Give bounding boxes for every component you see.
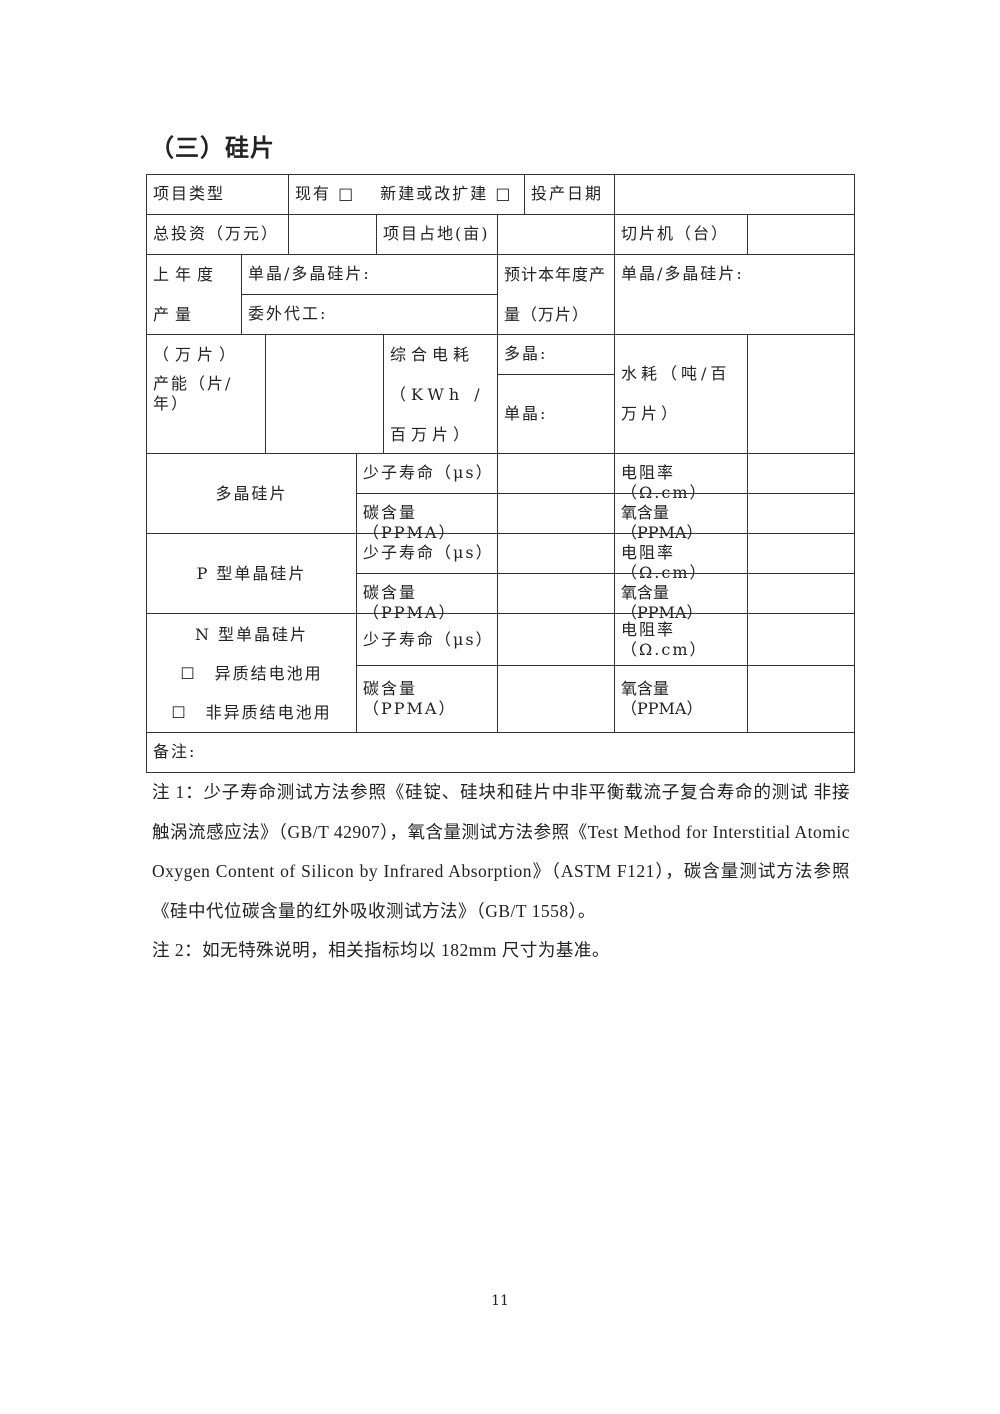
value-field[interactable] xyxy=(497,533,615,574)
value-field[interactable] xyxy=(497,493,615,534)
mono-power-field[interactable]: 单晶: xyxy=(497,374,615,454)
label-power-consumption: 综合电耗（KWh /百万片） xyxy=(383,334,498,454)
remarks-field[interactable]: 备注: xyxy=(146,732,855,773)
water-field[interactable] xyxy=(747,334,855,454)
param-oxygen: 氧含量（PPMA） xyxy=(614,493,748,542)
param-oxygen: 氧含量（PPMA） xyxy=(614,573,748,622)
non-heterojunction-checkbox[interactable]: ☐ 非异质结电池用 xyxy=(171,703,332,722)
param-carbon: 碳含量（PPMA） xyxy=(356,573,498,622)
group-n-mono: N 型单晶硅片 ☐ 异质结电池用 ☐ 非异质结电池用 xyxy=(146,613,357,733)
param-oxygen: 氧含量（PPMA） xyxy=(614,665,748,733)
param-lifetime: 少子寿命（μs） xyxy=(356,533,498,574)
section-title: （三）硅片 xyxy=(150,134,275,162)
value-field[interactable] xyxy=(747,533,855,574)
label-capacity: 产能（片/年） xyxy=(146,334,266,454)
label-slicer: 切片机（台） xyxy=(614,214,748,255)
group-label-poly: 多晶硅片 xyxy=(146,453,357,534)
value-field[interactable] xyxy=(497,453,615,494)
value-field[interactable] xyxy=(497,613,615,666)
total-investment-field[interactable] xyxy=(288,214,377,255)
heterojunction-checkbox[interactable]: ☐ 异质结电池用 xyxy=(180,664,323,683)
value-field[interactable] xyxy=(747,453,855,494)
label-production-date: 投产日期 xyxy=(524,174,615,215)
param-resistivity: 电阻率（Ω.cm） xyxy=(614,453,748,502)
label-land-area: 项目占地(亩) xyxy=(376,214,498,255)
label-expected-output: 预计本年度产量（万片） xyxy=(497,254,615,335)
poly-power-field[interactable]: 多晶: xyxy=(497,334,615,375)
param-resistivity: 电阻率（Ω.cm） xyxy=(614,613,748,666)
label-last-year-output: 上年度产量（万片） xyxy=(146,254,242,364)
label-project-type: 项目类型 xyxy=(146,174,289,215)
value-field[interactable] xyxy=(747,613,855,666)
mono-poly-wafer-field[interactable]: 单晶/多晶硅片: xyxy=(241,254,498,295)
expected-mono-poly-field[interactable]: 单晶/多晶硅片: xyxy=(614,254,855,335)
param-carbon: 碳含量（PPMA） xyxy=(356,493,498,542)
value-field[interactable] xyxy=(747,573,855,614)
production-date-field[interactable] xyxy=(614,174,855,215)
project-type-options[interactable]: 现有 □ 新建或改扩建 □ xyxy=(288,174,525,215)
group-label-p-mono: P 型单晶硅片 xyxy=(146,533,357,614)
param-lifetime: 少子寿命（μs） xyxy=(356,613,498,666)
label-total-investment: 总投资（万元） xyxy=(146,214,289,255)
page-number: 11 xyxy=(491,1293,509,1309)
capacity-field[interactable] xyxy=(265,334,384,454)
note-1: 注 1：少子寿命测试方法参照《硅锭、硅块和硅片中非平衡载流子复合寿命的测试 非接… xyxy=(152,782,850,921)
note-2: 注 2：如无特殊说明，相关指标均以 182mm 尺寸为基准。 xyxy=(152,940,610,961)
value-field[interactable] xyxy=(747,665,855,733)
param-lifetime: 少子寿命（μs） xyxy=(356,453,498,494)
group-label-n-mono: N 型单晶硅片 xyxy=(194,625,309,644)
notes: 注 1：少子寿命测试方法参照《硅锭、硅块和硅片中非平衡载流子复合寿命的测试 非接… xyxy=(152,773,850,971)
param-resistivity: 电阻率（Ω.cm） xyxy=(614,533,748,582)
value-field[interactable] xyxy=(747,493,855,534)
value-field[interactable] xyxy=(497,665,615,733)
slicer-field[interactable] xyxy=(747,214,855,255)
land-area-field[interactable] xyxy=(497,214,615,255)
value-field[interactable] xyxy=(497,573,615,614)
label-water-consumption: 水耗（吨/百万片） xyxy=(614,334,748,454)
outsourced-field[interactable]: 委外代工: xyxy=(241,294,498,335)
param-carbon: 碳含量（PPMA） xyxy=(356,665,498,733)
